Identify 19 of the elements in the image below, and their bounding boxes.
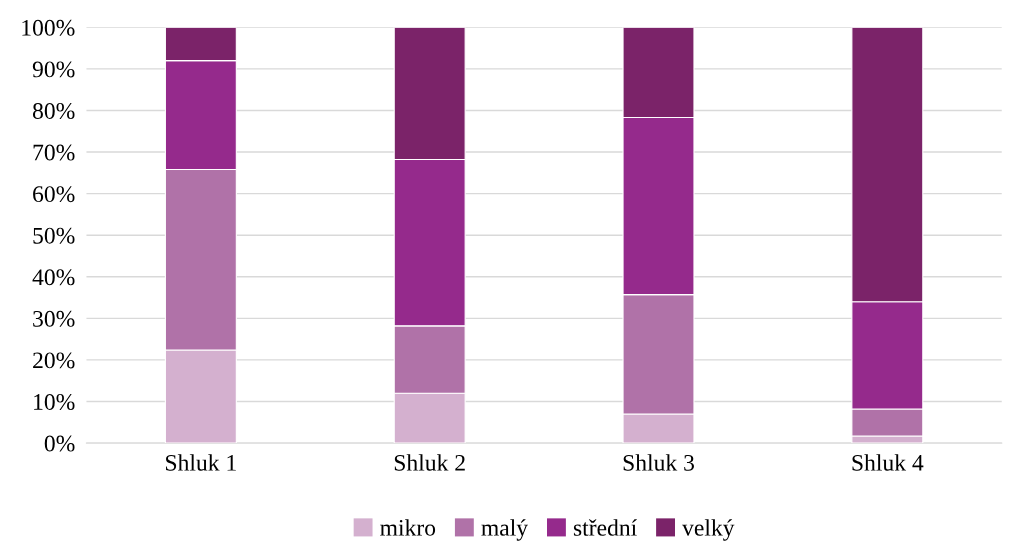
x-tick-label: Shluk 3 [623,454,694,471]
y-tick-label: 70% [33,144,75,161]
y-tick-label: 100% [22,19,75,36]
y-tick-label: 90% [32,61,75,78]
x-tick-label: Shluk 4 [852,454,924,471]
y-tick-label: 40% [32,269,75,286]
y-tick-label: 60% [33,186,75,203]
y-tick-label: 10% [34,393,75,410]
legend-label: střední [573,519,637,536]
legend-label: malý [481,519,528,541]
y-tick-label: 80% [32,102,75,119]
y-tick-label: 50% [33,227,75,244]
legend-label: mikro [380,519,436,536]
legend-label: velký [682,519,735,541]
x-tick-label: Shluk 2 [394,454,465,471]
y-tick-label: 0% [44,435,75,452]
y-tick-label: 20% [33,352,75,369]
y-tick-label: 30% [33,310,75,327]
x-tick-label: Shluk 1 [166,454,236,471]
